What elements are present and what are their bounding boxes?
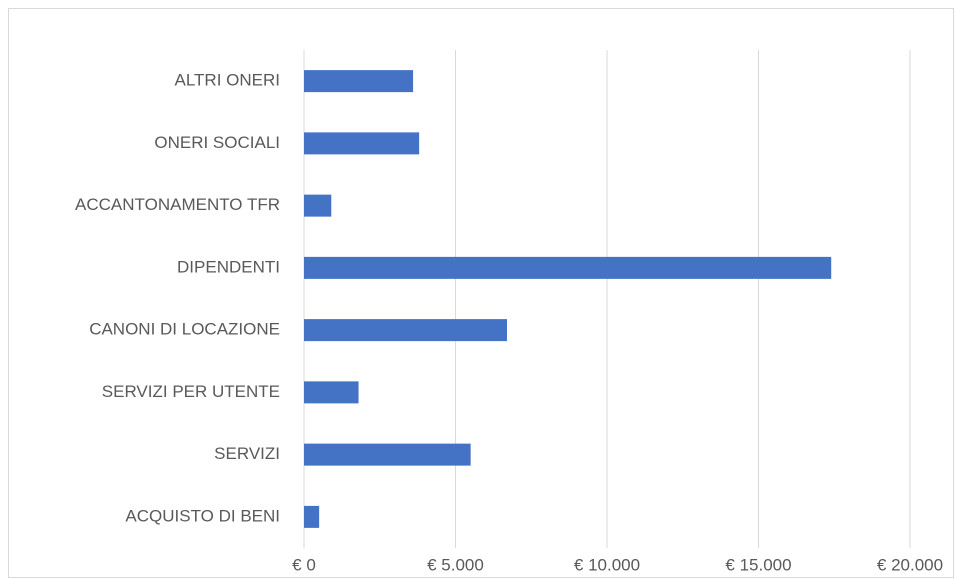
bar	[304, 381, 359, 404]
bar	[304, 443, 471, 466]
x-tick-label: € 10.000	[574, 555, 640, 574]
bar	[304, 256, 832, 279]
bar	[304, 194, 332, 217]
y-tick-label: ACQUISTO DI BENI	[125, 506, 280, 525]
x-tick-label: € 5.000	[427, 555, 484, 574]
x-tick-label: € 0	[292, 555, 316, 574]
y-tick-label: SERVIZI	[214, 444, 280, 463]
y-tick-label: DIPENDENTI	[177, 257, 280, 276]
bar	[304, 70, 414, 93]
bar	[304, 505, 320, 528]
x-tick-label: € 15.000	[725, 555, 791, 574]
y-tick-label: SERVIZI PER UTENTE	[102, 382, 280, 401]
chart-border	[8, 8, 954, 578]
y-tick-label: ACCANTONAMENTO TFR	[75, 195, 280, 214]
bar	[304, 319, 508, 342]
y-tick-label: ONERI SOCIALI	[154, 133, 280, 152]
y-tick-label: CANONI DI LOCAZIONE	[89, 320, 280, 339]
y-tick-label: ALTRI ONERI	[175, 71, 280, 90]
x-tick-label: € 20.000	[877, 555, 943, 574]
bar	[304, 132, 420, 155]
